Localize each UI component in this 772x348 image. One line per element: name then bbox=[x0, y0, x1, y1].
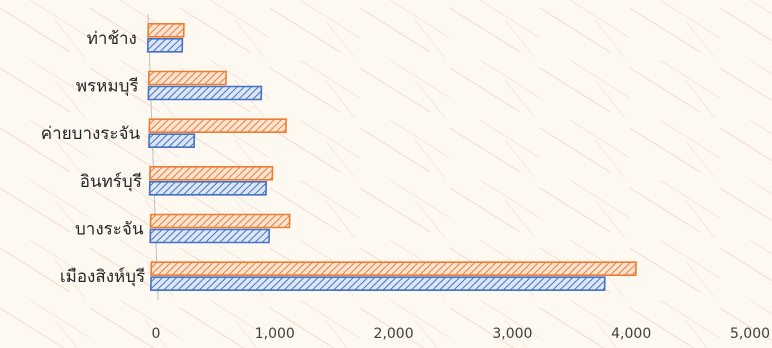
axis bbox=[147, 13, 159, 301]
bar-series-1 bbox=[146, 38, 184, 53]
category-label: เมืองสิงห์บุรี bbox=[60, 267, 145, 287]
bar-series-1 bbox=[149, 276, 606, 291]
bar-series-2 bbox=[149, 166, 274, 181]
bar-series-1 bbox=[149, 228, 271, 244]
x-tick-label: 0 bbox=[152, 326, 161, 342]
bar-series-2 bbox=[147, 70, 227, 86]
bar-series-2 bbox=[149, 213, 291, 229]
category-label: อินทร์บุรี bbox=[80, 172, 142, 192]
bar-series-2 bbox=[150, 261, 637, 276]
category-label: ค่ายบางระจัน bbox=[41, 124, 141, 144]
bar-series-1 bbox=[148, 133, 196, 148]
x-tick-label: 3,000 bbox=[492, 326, 532, 342]
x-tick-labels: 0 1,000 2,000 3,000 4,000 5,000 bbox=[152, 326, 771, 342]
category-label: ท่าช้าง bbox=[87, 29, 137, 49]
bar-series-1 bbox=[148, 181, 268, 196]
category-labels: ท่าช้างพรหมบุรีค่ายบางระจันอินทร์บุรีบาง… bbox=[41, 29, 145, 287]
y-axis-line bbox=[147, 13, 159, 301]
bar-series-1 bbox=[147, 85, 263, 101]
x-tick-label: 4,000 bbox=[611, 326, 651, 342]
bars bbox=[146, 23, 637, 291]
bar-series-2 bbox=[148, 118, 287, 133]
bar-series-2 bbox=[147, 23, 185, 38]
x-tick-label: 1,000 bbox=[255, 326, 295, 342]
x-tick-label: 2,000 bbox=[374, 326, 414, 342]
x-tick-label: 5,000 bbox=[730, 326, 770, 342]
category-label: พรหมบุรี bbox=[76, 77, 139, 97]
category-label: บางระจัน bbox=[75, 220, 144, 240]
